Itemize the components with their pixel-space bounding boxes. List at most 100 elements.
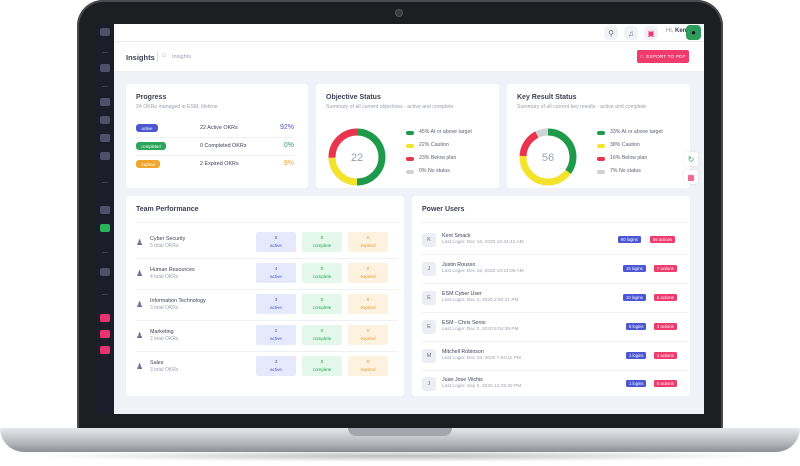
last-login: Last Login: Dec 16, 2020 10:44:42 AM	[442, 240, 524, 245]
divider	[136, 351, 398, 352]
legend-label: 33% At or above target	[610, 129, 663, 135]
power-user-row[interactable]: E ESM - Chris Senio Last Login: Dec 2, 2…	[422, 317, 688, 339]
legend-label: 7% No status	[610, 168, 641, 174]
progress-row-active: active 22 Active OKRs 92%	[136, 122, 294, 134]
legend-label: 45% At or above target	[419, 129, 472, 135]
power-user-row[interactable]: K Kent Smack Last Login: Dec 16, 2020 10…	[422, 230, 688, 252]
team-total: 3 total OKRs	[150, 367, 179, 373]
gift-icon[interactable]: ▦	[684, 170, 698, 184]
team-row[interactable]: ♟ Marketing 2 total OKRs 2 active 0 comple…	[136, 325, 398, 349]
complete-stat: 0 complete	[302, 263, 342, 283]
divider	[422, 312, 688, 313]
export-pdf-label: EXPORT TO PDF	[646, 54, 686, 59]
divider	[422, 254, 688, 255]
team-performance-title: Team Performance	[136, 206, 199, 213]
file-icon: □	[640, 54, 644, 59]
objective-status-title: Objective Status	[326, 94, 381, 101]
objective-status-subtitle: Summary of all current objectives - acti…	[326, 104, 454, 110]
team-row[interactable]: ♟ Sales 3 total OKRs 3 active 0 complete 0…	[136, 356, 398, 380]
team-nav-icon[interactable]	[100, 116, 110, 124]
last-login: Last Login: Dec 4, 2020 2:00:21 PM	[442, 298, 519, 303]
breadcrumb[interactable]: Insights	[172, 54, 191, 60]
filter-icon[interactable]	[100, 206, 110, 214]
list-icon[interactable]	[100, 152, 110, 160]
legend-item: 45% At or above target	[406, 128, 516, 138]
progress-label: 0 Completed OKRs	[200, 143, 247, 149]
team-icon: ♟	[136, 238, 144, 247]
key-result-status-card: Key Result Status Summary of all current…	[507, 84, 690, 188]
avatar[interactable]: ●	[686, 25, 701, 40]
refresh-icon[interactable]: ↻	[684, 152, 698, 166]
divider	[136, 258, 398, 259]
legend-label: 16% Below plan	[610, 155, 648, 161]
avatar: J	[422, 377, 436, 391]
team-total: 3 total OKRs	[150, 305, 179, 311]
home-icon[interactable]: ⌂	[162, 52, 167, 59]
logins-badge: 6 logins	[626, 323, 647, 330]
bracket-icon[interactable]	[100, 330, 110, 338]
expired-stat: 0 expired	[348, 232, 388, 252]
team-row[interactable]: ♟ Human Resources 4 total OKRs 4 active 0…	[136, 263, 398, 287]
status-badge: expired	[136, 160, 160, 168]
settings-icon[interactable]	[100, 268, 110, 276]
progress-row-expired: expired 2 Expired OKRs 9%	[136, 158, 294, 170]
progress-percent: 0%	[283, 142, 294, 149]
legend-label: 38% Caution	[610, 142, 640, 148]
logins-badge: 15 logins	[623, 265, 646, 272]
legend-swatch	[406, 144, 414, 148]
progress-label: 22 Active OKRs	[200, 125, 238, 131]
bracket-icon[interactable]	[100, 346, 110, 354]
divider	[136, 155, 294, 156]
last-login: Last Login: Dec 16, 2020 10:24:05 AM	[442, 269, 524, 274]
actions-badge: 5 actions	[654, 294, 677, 301]
power-user-row[interactable]: J Justin Rousso Last Login: Dec 16, 2020…	[422, 259, 688, 281]
greeting: Hi, Kent	[666, 28, 689, 34]
team-icon: ♟	[136, 362, 144, 371]
team-name: Cyber Security	[150, 236, 186, 242]
power-users-title: Power Users	[422, 206, 465, 213]
calendar-icon[interactable]: ▣	[644, 26, 658, 40]
progress-percent: 9%	[283, 160, 294, 167]
legend-item: 0% No status	[406, 167, 516, 177]
actions-badge: 2 actions	[654, 352, 677, 359]
divider	[136, 137, 294, 138]
team-icon: ♟	[136, 300, 144, 309]
avatar: K	[422, 233, 436, 247]
team-name: Human Resources	[150, 267, 195, 273]
search-icon[interactable]: ⚲	[604, 26, 618, 40]
legend-swatch	[406, 157, 414, 161]
actions-badge: 3 actions	[654, 323, 677, 330]
actions-badge: 86 actions	[650, 236, 676, 243]
active-stat: 3 active	[256, 294, 296, 314]
active-stat: 4 active	[256, 263, 296, 283]
avatar: E	[422, 320, 436, 334]
expired-stat: 0 expired	[348, 325, 388, 345]
legend-swatch	[597, 131, 605, 135]
power-user-row[interactable]: E ESM Cyber User Last Login: Dec 4, 2020…	[422, 288, 688, 310]
user-name: Justin Rousso	[442, 262, 476, 268]
chart-icon[interactable]	[100, 224, 110, 232]
user-icon[interactable]	[100, 98, 110, 106]
progress-percent: 92%	[279, 124, 294, 131]
home-icon[interactable]	[100, 64, 110, 72]
user-name: ESM - Chris Senio	[442, 320, 486, 326]
legend-swatch	[597, 157, 605, 161]
objective-status-card: Objective Status Summary of all current …	[316, 84, 499, 188]
menu-icon[interactable]	[100, 28, 110, 36]
user-name: Kent Smack	[442, 233, 471, 239]
team-performance-card: Team Performance ♟ Cyber Security 5 tota…	[126, 196, 404, 396]
document-icon[interactable]	[100, 134, 110, 142]
power-user-row[interactable]: J Juan Jose Vilchis Last Login: Sep 3, 2…	[422, 374, 688, 396]
bracket-icon[interactable]	[100, 314, 110, 322]
sidebar-divider	[102, 182, 108, 183]
progress-label: 2 Expired OKRs	[200, 161, 239, 167]
bell-icon[interactable]: ♫	[624, 26, 638, 40]
actions-badge: 7 actions	[654, 265, 677, 272]
export-pdf-button[interactable]: □ EXPORT TO PDF	[637, 50, 689, 63]
legend-item: 16% Below plan	[597, 154, 704, 164]
laptop-notch	[348, 428, 452, 436]
power-user-row[interactable]: M Mitchell Robinson Last Login: Dec 15, …	[422, 346, 688, 368]
legend-swatch	[406, 131, 414, 135]
